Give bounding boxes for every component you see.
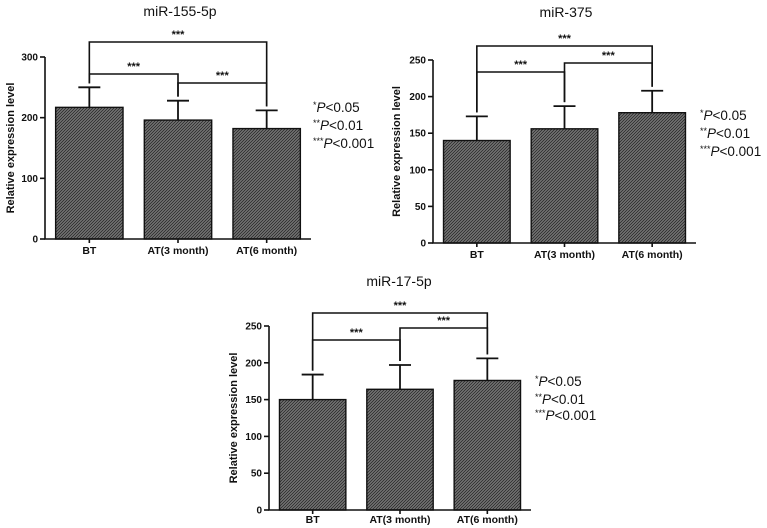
x-tick-label: BT — [470, 249, 485, 261]
significance-stars: *** — [437, 315, 451, 327]
significance-stars: *** — [172, 29, 186, 41]
bar-1 — [278, 398, 347, 511]
y-tick-label: 150 — [245, 395, 262, 406]
y-tick-label: 150 — [409, 129, 426, 140]
bar-3 — [232, 127, 302, 240]
x-tick-label: AT(3 month) — [147, 245, 208, 257]
y-axis-label: Relative expression level — [391, 86, 403, 217]
y-tick-label: 250 — [245, 322, 262, 333]
y-tick-label: 200 — [21, 113, 38, 124]
significance-stars: *** — [394, 300, 408, 312]
y-tick-label: 100 — [21, 174, 38, 185]
bar-2 — [530, 128, 599, 244]
x-tick-label: AT(3 month) — [369, 514, 430, 526]
significance-bracket — [563, 62, 653, 103]
p-value-legend-item: **P<0.01 — [313, 118, 363, 133]
chart-panel-1: miR-155-5p Relative expression level 0 100 2… — [5, 3, 374, 257]
significance-stars: *** — [558, 33, 572, 45]
y-tick-label: 200 — [245, 358, 262, 369]
bar-2 — [366, 388, 434, 511]
y-tick-label: 250 — [409, 56, 426, 67]
p-value-legend-item: ***P<0.001 — [700, 144, 761, 159]
chart-title: miR-155-5p — [143, 3, 216, 19]
y-tick-label: 200 — [409, 92, 426, 103]
significance-stars: *** — [350, 327, 364, 339]
x-tick-label: AT(6 month) — [457, 514, 518, 526]
y-axis-label: Relative expression level — [5, 83, 17, 214]
significance-bracket — [311, 312, 489, 371]
y-tick-label: 100 — [409, 165, 426, 176]
significance-bracket — [476, 71, 566, 113]
bar-1 — [442, 139, 511, 244]
x-tick-label: BT — [306, 514, 321, 526]
chart-title: miR-17-5p — [366, 273, 432, 289]
bar-3 — [453, 379, 522, 511]
y-tick-label: 100 — [245, 432, 262, 443]
y-tick-label: 0 — [420, 239, 426, 250]
y-tick-label: 50 — [251, 469, 263, 480]
p-value-legend-item: *P<0.05 — [313, 100, 360, 115]
chart-panel-2: miR-375 Relative expression level 0 50 100 15… — [391, 4, 761, 261]
y-tick-label: 300 — [21, 53, 38, 64]
p-value-legend-item: **P<0.01 — [535, 392, 585, 407]
y-axis-label: Relative expression level — [228, 353, 240, 484]
significance-bracket — [476, 45, 653, 113]
significance-bracket — [177, 82, 268, 107]
chart-title: miR-375 — [540, 4, 593, 20]
significance-stars: *** — [514, 59, 528, 71]
significance-stars: *** — [216, 70, 230, 82]
chart-panel-3: miR-17-5p Relative expression level 0 50 100… — [228, 273, 596, 526]
significance-bracket — [399, 327, 489, 362]
x-tick-label: AT(3 month) — [534, 249, 595, 261]
bar-3 — [618, 112, 687, 244]
p-value-legend-item: ***P<0.001 — [535, 408, 596, 423]
significance-stars: *** — [127, 61, 141, 73]
significance-stars: *** — [602, 50, 616, 62]
y-tick-label: 0 — [32, 235, 38, 246]
p-value-legend-item: *P<0.05 — [700, 108, 747, 123]
significance-bracket — [88, 73, 179, 97]
significance-bracket — [88, 41, 268, 107]
x-tick-label: BT — [82, 245, 97, 257]
x-tick-label: AT(6 month) — [236, 245, 297, 257]
bar-1 — [54, 106, 124, 240]
p-value-legend-item: *P<0.05 — [535, 374, 582, 389]
x-tick-label: AT(6 month) — [622, 249, 683, 261]
p-value-legend-item: **P<0.01 — [700, 126, 750, 141]
p-value-legend-item: ***P<0.001 — [313, 136, 374, 151]
significance-bracket — [311, 339, 401, 371]
y-tick-label: 0 — [256, 506, 262, 517]
bar-2 — [143, 119, 213, 240]
y-tick-label: 50 — [415, 202, 427, 213]
